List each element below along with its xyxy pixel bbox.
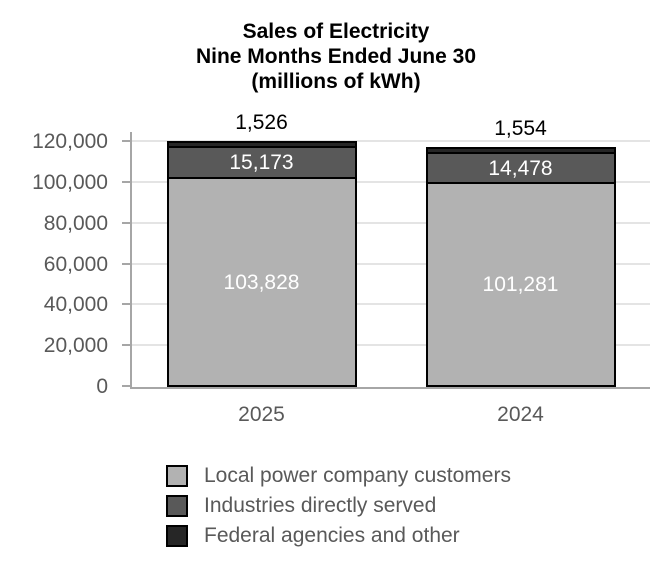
x-axis-category-label: 2024 [497, 403, 544, 426]
legend-item: Federal agencies and other [166, 521, 511, 551]
y-tick-label: 100,000 [32, 170, 108, 194]
legend-swatch-icon [166, 525, 188, 547]
bar-segment: 15,173 [168, 146, 355, 177]
axis-tick [122, 303, 132, 306]
plot-area: 1,526 15,173 103,828 1,554 14,478 101,281 [122, 111, 650, 389]
legend-item: Industries directly served [166, 491, 511, 521]
y-tick-label: 60,000 [43, 252, 108, 276]
legend-swatch-icon [166, 465, 188, 487]
bar-segment: 103,828 [168, 177, 355, 385]
stacked-bar: 14,478 101,281 [425, 147, 616, 387]
x-axis-labels: 2025 2024 [132, 397, 650, 429]
bar-column: 1,526 15,173 103,828 [166, 111, 357, 387]
y-axis-labels: 0 20,000 40,000 60,000 80,000 100,000 120,000 [0, 130, 118, 398]
bar-segment-value-label: 15,173 [229, 151, 294, 174]
y-tick-label: 40,000 [43, 293, 108, 317]
chart-title-line-3: (millions of kWh) [251, 70, 421, 93]
chart-title-line-2: Nine Months Ended June 30 [195, 45, 477, 68]
legend-label: Local power company customers [204, 464, 511, 487]
axis-tick [122, 180, 132, 183]
axis-tick [122, 262, 132, 265]
bar-segment [168, 143, 355, 146]
legend: Local power company customers Industries … [166, 461, 511, 551]
gridline [132, 344, 650, 347]
bar-total-label: 1,526 [235, 111, 288, 134]
bar-column: 1,554 14,478 101,281 [425, 117, 616, 387]
chart-title-line-1: Sales of Electricity [242, 20, 430, 43]
bar-segment-value-label: 103,828 [223, 270, 300, 294]
axis-tick [122, 385, 132, 387]
gridline [132, 221, 650, 224]
gridline [132, 303, 650, 306]
axis-tick [122, 221, 132, 224]
y-tick-label: 20,000 [43, 334, 108, 358]
bar-segment-value-label: 14,478 [488, 156, 553, 180]
gridline [132, 140, 650, 142]
y-tick-label: 80,000 [43, 211, 108, 235]
bar-segment: 101,281 [427, 182, 614, 385]
chart-title: Sales of Electricity Nine Months Ended J… [0, 19, 672, 94]
y-tick-label: 120,000 [32, 130, 108, 153]
legend-item: Local power company customers [166, 461, 511, 491]
bar-segment [427, 149, 614, 152]
legend-label: Industries directly served [204, 494, 437, 517]
x-axis-category-label: 2025 [238, 403, 285, 426]
bar-segment-value-label: 101,281 [482, 273, 559, 296]
gridline [132, 262, 650, 265]
legend-label: Federal agencies and other [204, 524, 460, 547]
gridline [132, 180, 650, 183]
y-tick-label: 0 [96, 375, 108, 398]
bar-segment: 14,478 [427, 152, 614, 182]
axis-tick [122, 344, 132, 347]
bar-total-label: 1,554 [494, 117, 547, 140]
legend-swatch-icon [166, 495, 188, 517]
stacked-bar: 15,173 103,828 [166, 141, 357, 387]
axis-tick [122, 140, 132, 142]
